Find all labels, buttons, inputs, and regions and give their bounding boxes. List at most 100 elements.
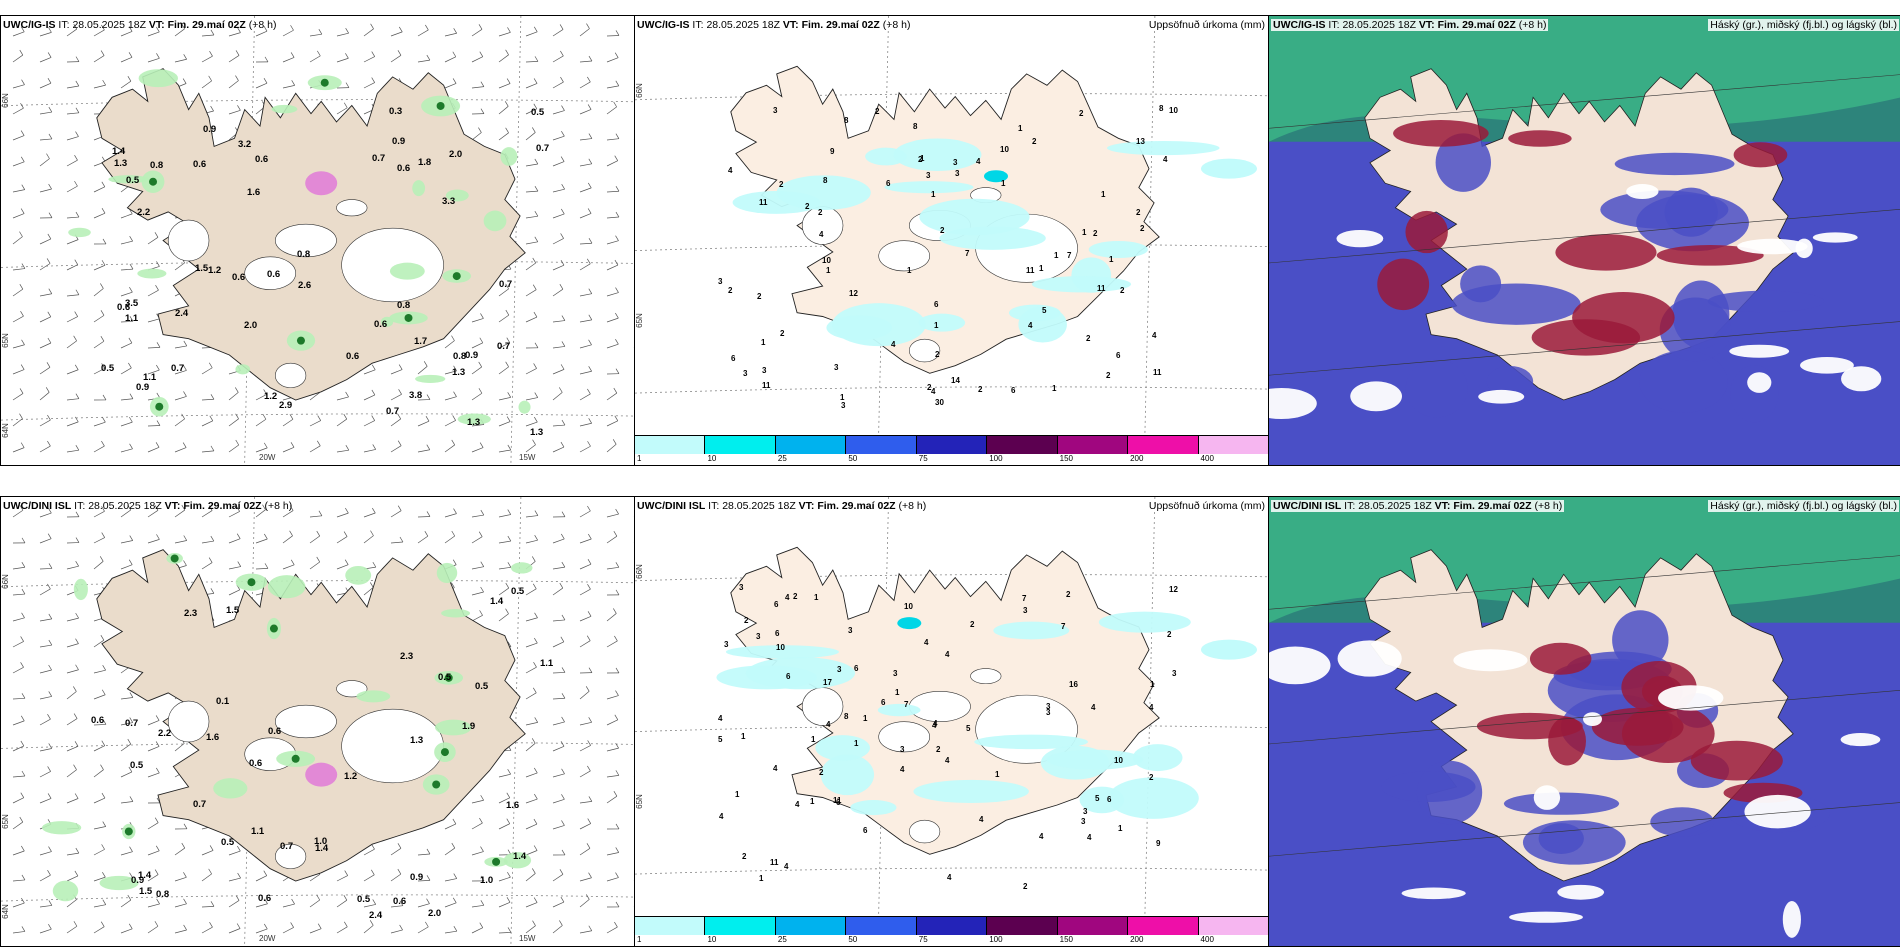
accum-value-label: 4: [933, 719, 938, 728]
clear-sky-patch: [1744, 794, 1811, 829]
panel-field-title: Háský (gr.), miðský (fj.bl.) og lágský (…: [1708, 500, 1899, 512]
precip-value-label: 2.3: [184, 608, 198, 619]
vt-label: VT:: [1434, 500, 1451, 512]
colorbar-swatch: [916, 436, 988, 454]
lead-time: (+8 h): [248, 19, 277, 31]
glacier: [275, 362, 307, 389]
precip-map-ig: UWC/IG-IS IT: 28.05.2025 18Z VT: Fim. 29…: [634, 15, 1270, 466]
colorbar-swatch: [987, 436, 1058, 454]
precip-value-label: 0.6: [346, 351, 360, 362]
precip-map-dini: UWC/DINI ISL IT: 28.05.2025 18Z VT: Fim.…: [634, 496, 1270, 947]
accum-value-label: 11: [833, 796, 842, 805]
accum-value-label: 2: [1032, 137, 1037, 146]
colorbar-label: 400: [1200, 935, 1214, 944]
glacier: [801, 687, 844, 726]
accum-value-label: 4: [1028, 321, 1033, 330]
precip-value-label: 1.6: [247, 187, 261, 198]
accum-value-label: 5: [1042, 306, 1047, 315]
accum-value-label: 1: [1101, 190, 1106, 199]
accum-value-label: 6: [786, 672, 791, 681]
accum-value-label: 2: [918, 155, 923, 164]
low-cloud-patch: [1435, 133, 1491, 192]
accum-value-label: 10: [822, 256, 831, 265]
precip-value-label: 0.5: [126, 175, 140, 186]
colorbar-label: 25: [777, 454, 787, 463]
colorbar-label: 150: [1059, 935, 1074, 944]
glacier: [909, 338, 941, 363]
accum-value-label: 1: [1082, 228, 1087, 237]
glacier: [274, 223, 337, 258]
accum-value-label: 2: [970, 620, 975, 629]
accum-value-label: 3: [1083, 807, 1088, 816]
glacier: [274, 704, 337, 739]
graticule-line: [1269, 555, 1900, 610]
accum-value-label: 2: [728, 286, 733, 295]
colorbar-label: 25: [777, 935, 787, 944]
accum-value-label: 1: [761, 338, 766, 347]
init-time: 28.05.2025 18Z: [722, 500, 796, 512]
map-canvas: [1, 16, 635, 465]
valid-time: Fim. 29.maí 02Z: [817, 500, 896, 512]
precip-value-label: 3.3: [442, 196, 456, 207]
mid-cloud-patch: [1405, 210, 1448, 254]
precip-value-label: 0.9: [392, 136, 406, 147]
mid-cloud-patch: [1555, 234, 1657, 271]
wind-map-dini: UWC/DINI ISL IT: 28.05.2025 18Z VT: Fim.…: [0, 496, 636, 947]
accum-value-label: 12: [1169, 585, 1178, 594]
accum-value-label: 2: [1079, 109, 1084, 118]
vt-label: VT:: [798, 500, 815, 512]
precip-value-label: 1.2: [344, 771, 358, 782]
clear-sky-patch: [1812, 232, 1858, 243]
accum-value-label: 4: [945, 650, 950, 659]
cloud-map-ig: UWC/IG-IS IT: 28.05.2025 18Z VT: Fim. 29…: [1268, 15, 1900, 466]
clear-sky-patch: [1269, 646, 1331, 685]
accum-value-label: 1: [810, 797, 815, 806]
panel-header: UWC/IG-IS IT: 28.05.2025 18Z VT: Fim. 29…: [3, 19, 276, 31]
colorbar-swatch: [1128, 436, 1199, 454]
clear-sky-patch: [1557, 884, 1605, 900]
accum-value-label: 2: [1149, 773, 1154, 782]
accum-value-label: 2: [805, 202, 810, 211]
accum-value-label: 17: [823, 678, 832, 687]
accum-value-label: 11: [759, 198, 768, 207]
accum-value-label: 1: [826, 266, 831, 275]
accum-value-label: 2: [757, 292, 762, 301]
accum-value-label: 4: [891, 340, 896, 349]
accum-value-label: 11: [1097, 284, 1106, 293]
accum-value-label: 2: [1066, 590, 1071, 599]
precip-value-label: 0.5: [101, 363, 115, 374]
accum-value-label: 16: [1069, 680, 1078, 689]
mid-cloud-patch: [1690, 740, 1783, 781]
precip-value-label: 3.8: [409, 390, 423, 401]
colorbar-label: 1: [637, 454, 642, 463]
accum-value-label: 6: [1116, 351, 1121, 360]
clear-sky-patch: [1840, 733, 1881, 747]
glacier: [909, 819, 941, 844]
offshore-precip: [1201, 158, 1257, 179]
precip-value-label: 3.5: [125, 298, 139, 309]
valid-time: Fim. 29.maí 02Z: [801, 19, 880, 31]
accum-value-label: 2: [793, 592, 798, 601]
map-canvas: [635, 16, 1269, 435]
low-cloud-patch: [1659, 297, 1732, 362]
low-cloud-patch: [1486, 365, 1534, 398]
model-name: UWC/DINI ISL: [1273, 500, 1342, 512]
accum-value-label: 6: [886, 179, 891, 188]
clear-sky-patch: [1841, 366, 1882, 392]
precip-value-label: 1.5: [195, 263, 209, 274]
glacier: [244, 256, 297, 290]
clear-sky-patch: [1658, 685, 1724, 711]
precip-patches: [42, 553, 533, 902]
latitude-label: 66N: [634, 564, 644, 579]
it-label: IT:: [692, 19, 704, 31]
longitude-label: 20W: [259, 934, 276, 943]
accum-value-label: 1: [1150, 680, 1155, 689]
accum-value-label: 1: [811, 735, 816, 744]
colorbar-label: 10: [707, 935, 717, 944]
accum-value-label: 7: [904, 700, 909, 709]
precip-value-label: 0.6: [258, 893, 272, 904]
lead-time: (+8 h): [264, 500, 293, 512]
lead-time: (+8 h): [1518, 19, 1547, 31]
precip-value-label: 0.6: [249, 758, 263, 769]
accum-value-label: 1: [995, 770, 1000, 779]
